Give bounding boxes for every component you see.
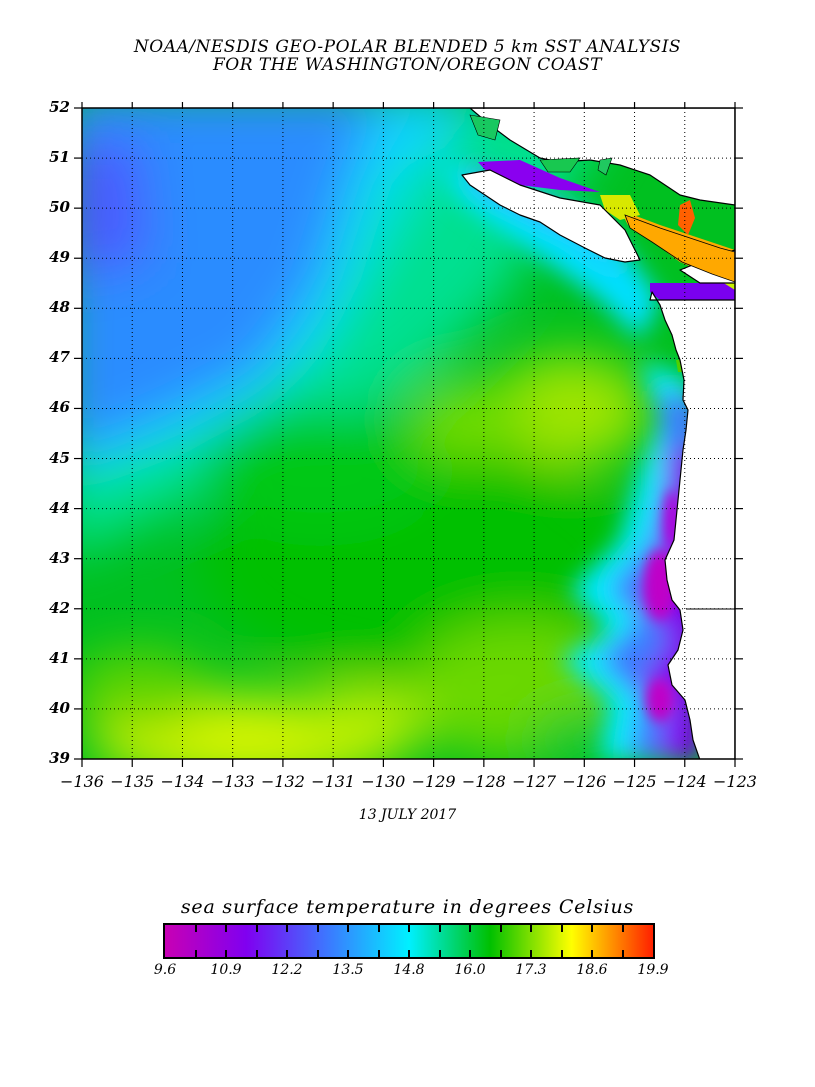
- colorbar-tick: [347, 950, 349, 957]
- colorbar-tick: [377, 925, 380, 932]
- colorbar-label: 16.0: [454, 962, 486, 978]
- colorbar-tick: [591, 950, 593, 957]
- y-tick-label: 39: [49, 749, 70, 767]
- colorbar-tick: [591, 925, 593, 932]
- colorbar-tick: [194, 950, 197, 957]
- colorbar-tick: [255, 950, 258, 957]
- x-tick-label: −132: [260, 772, 305, 791]
- colorbar-tick: [438, 925, 441, 932]
- y-tick-label: 52: [49, 98, 70, 116]
- y-tick-label: 44: [49, 498, 70, 517]
- colorbar-title: sea surface temperature in degrees Celsi…: [180, 896, 635, 918]
- colorbar-tick: [408, 925, 410, 932]
- colorbar-label: 10.9: [210, 962, 242, 978]
- colorbar-tick: [560, 950, 563, 957]
- colorbar-label: 19.9: [637, 962, 669, 978]
- colorbar-tick: [408, 950, 410, 957]
- y-tick-label: 43: [49, 548, 70, 567]
- colorbar-tick: [316, 925, 319, 932]
- colorbar-tick: [469, 950, 471, 957]
- colorbar-tick: [255, 925, 258, 932]
- x-tick-label: −128: [461, 772, 506, 791]
- colorbar-tick: [621, 950, 624, 957]
- y-tick-label: 50: [49, 198, 70, 217]
- colorbar-tick: [499, 950, 502, 957]
- y-tick-label: 47: [49, 348, 70, 367]
- x-tick-label: −130: [361, 772, 406, 791]
- x-tick-label: −129: [411, 772, 456, 791]
- x-tick-label: −127: [512, 772, 557, 791]
- x-tick-label: −125: [612, 772, 657, 791]
- x-tick-label: −136: [60, 772, 104, 791]
- colorbar-tick: [499, 925, 502, 932]
- y-tick-label: 45: [49, 448, 70, 467]
- colorbar-tick: [621, 925, 624, 932]
- x-tick-label: −134: [160, 772, 205, 791]
- colorbar-label: 17.3: [515, 962, 547, 978]
- x-tick-label: −135: [110, 772, 155, 791]
- x-tick-label: −131: [311, 772, 356, 791]
- colorbar-tick: [377, 950, 380, 957]
- x-tick-label: −133: [210, 772, 255, 791]
- x-tick-label: −123: [713, 772, 757, 791]
- colorbar-tick: [286, 925, 288, 932]
- colorbar-label: 18.6: [576, 962, 608, 978]
- x-tick-label: −126: [562, 772, 607, 791]
- colorbar-tick: [530, 925, 532, 932]
- analysis-date: 13 JULY 2017: [358, 807, 457, 823]
- y-tick-label: 49: [49, 248, 70, 267]
- y-tick-label: 40: [49, 698, 70, 717]
- colorbar-tick: [347, 925, 349, 932]
- y-tick-label: 46: [49, 398, 70, 417]
- chart-title-line2: FOR THE WASHINGTON/OREGON COAST: [213, 55, 602, 75]
- y-tick-label: 48: [49, 298, 70, 317]
- axis-ticks: [74, 102, 743, 767]
- colorbar-tick: [469, 925, 471, 932]
- map-frame: [81, 107, 736, 760]
- colorbar-label: 13.5: [332, 962, 364, 978]
- colorbar-tick: [194, 925, 197, 932]
- sst-field: [82, 108, 735, 759]
- land-mask: [461, 108, 735, 759]
- x-tick-label: −124: [662, 772, 707, 791]
- colorbar-tick: [560, 925, 563, 932]
- chart-title-line1: NOAA/NESDIS GEO-POLAR BLENDED 5 km SST A…: [133, 37, 682, 57]
- y-tick-label: 42: [49, 598, 70, 617]
- y-tick-label: 41: [49, 648, 70, 667]
- y-tick-label: 51: [49, 148, 70, 167]
- colorbar-tick: [225, 950, 227, 957]
- map-grid: [82, 108, 735, 759]
- colorbar-tick: [225, 925, 227, 932]
- colorbar-label: 9.6: [153, 962, 177, 978]
- colorbar-tick: [316, 950, 319, 957]
- colorbar-label: 14.8: [393, 962, 425, 978]
- colorbar-tick: [530, 950, 532, 957]
- colorbar-tick: [438, 950, 441, 957]
- colorbar-tick: [286, 950, 288, 957]
- colorbar-label: 12.2: [271, 962, 303, 978]
